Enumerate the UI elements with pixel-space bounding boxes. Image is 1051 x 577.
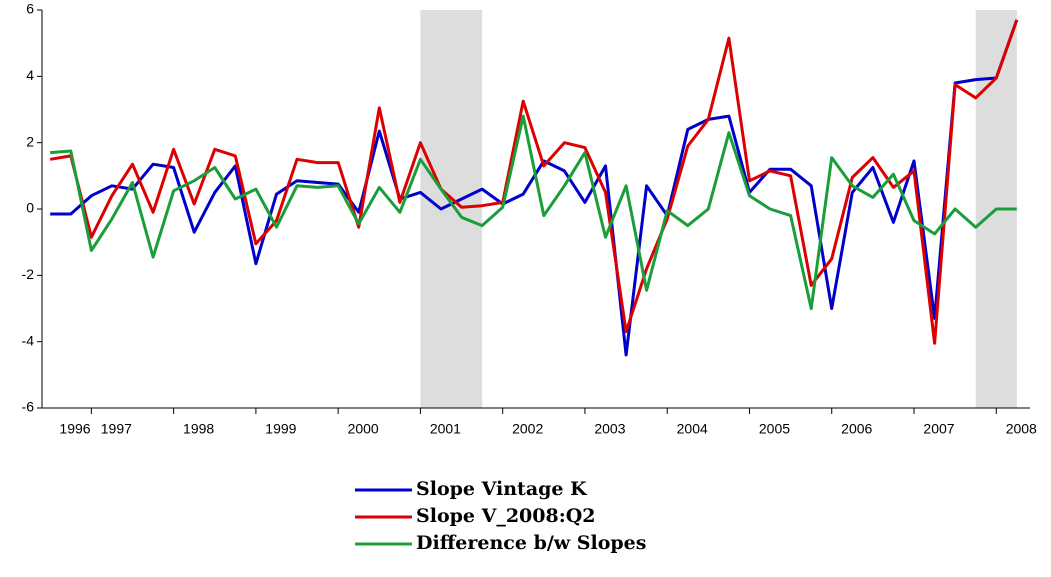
x-tick-label: 1997	[101, 421, 132, 437]
y-tick-label: 4	[26, 67, 34, 83]
y-tick-label: 0	[26, 200, 34, 216]
legend-label: Difference b/w Slopes	[416, 532, 646, 554]
x-tick-label: 2005	[759, 421, 790, 437]
x-tick-label: 1998	[183, 421, 214, 437]
x-tick-label: 1996	[59, 421, 90, 437]
series-line	[49, 19, 1019, 345]
y-tick-label: -2	[22, 266, 35, 282]
y-tick-label: -4	[22, 332, 35, 348]
series-line	[50, 19, 1019, 357]
shaded-region	[420, 10, 483, 408]
x-tick-label: 2004	[677, 421, 708, 437]
x-tick-label: 2007	[923, 421, 954, 437]
legend-label: Slope V_2008:Q2	[416, 505, 596, 527]
x-tick-label: 2003	[594, 421, 625, 437]
x-tick-label: 2002	[512, 421, 543, 437]
x-tick-label: 1999	[265, 421, 296, 437]
legend-label: Slope Vintage K	[416, 478, 588, 500]
x-tick-label: 2008	[1006, 421, 1037, 437]
x-tick-label: 2006	[841, 421, 872, 437]
y-tick-label: 2	[26, 133, 34, 149]
x-tick-label: 2001	[430, 421, 461, 437]
y-tick-label: -6	[22, 399, 35, 415]
y-tick-label: 6	[26, 1, 34, 17]
x-tick-label: 2000	[348, 421, 379, 437]
series-line	[50, 114, 1017, 310]
